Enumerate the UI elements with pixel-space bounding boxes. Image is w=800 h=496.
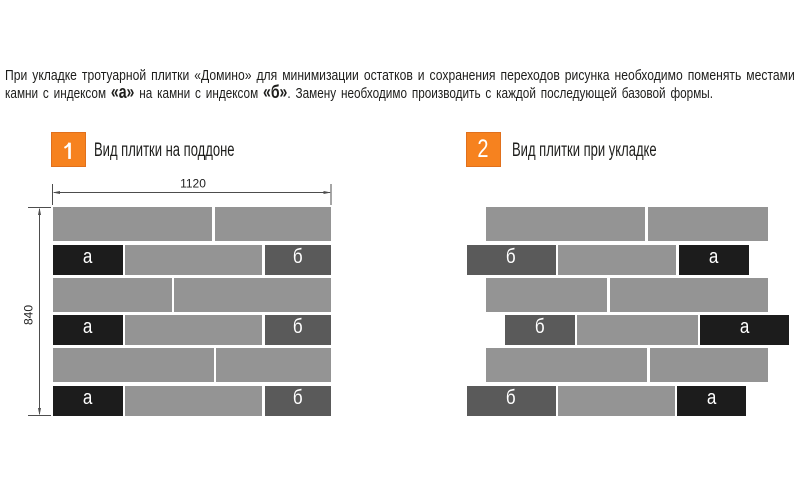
- svg-text:840: 840: [22, 305, 36, 325]
- svg-text:1120: 1120: [180, 177, 206, 191]
